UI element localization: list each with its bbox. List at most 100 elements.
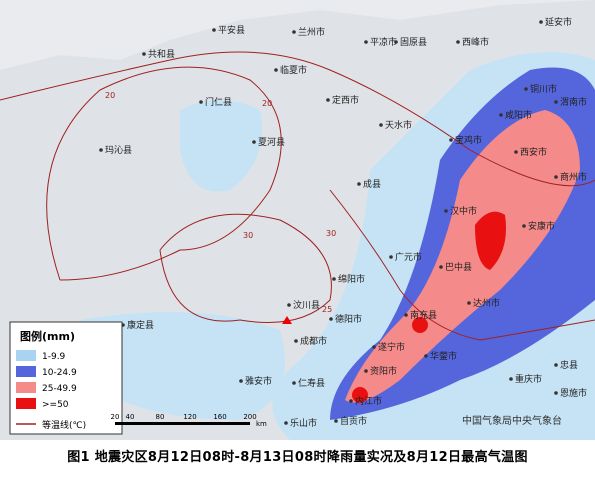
scale-tick: 160 [213, 413, 226, 421]
scale-tick: 20 [111, 413, 120, 421]
city-dot [199, 100, 203, 104]
city-label: 玛沁县 [105, 145, 132, 156]
city-label: 定西市 [332, 94, 359, 106]
city-label: 安康市 [528, 220, 555, 232]
city-dot [294, 339, 298, 343]
legend-label: 10-24.9 [42, 368, 77, 378]
scale-unit: km [256, 420, 267, 428]
city-label: 仁寿县 [298, 377, 325, 389]
city-label: 重庆市 [515, 373, 542, 385]
legend-swatch [16, 350, 36, 361]
epicenter [282, 316, 292, 324]
city-label: 遂宁市 [378, 341, 405, 353]
city-label: 夏河县 [258, 136, 285, 148]
rain-torrential [475, 211, 506, 270]
legend-label: 25-49.9 [42, 384, 77, 394]
legend-swatch [16, 398, 36, 409]
city-label: 内江市 [355, 395, 382, 407]
legend-swatch [16, 366, 36, 377]
city-label: 华蓥市 [430, 350, 457, 362]
legend-label: >=50 [42, 400, 69, 410]
city-dot [292, 381, 296, 385]
city-label: 成都市 [300, 335, 327, 347]
city-dot [524, 87, 528, 91]
city-dot [499, 113, 503, 117]
city-label: 成县 [363, 178, 381, 190]
city-label: 兰州市 [298, 26, 325, 38]
contour-label: 30 [326, 229, 336, 238]
credit: 中国气象局中央气象台 [462, 414, 562, 427]
city-label: 共和县 [148, 49, 175, 60]
rain-heavy [345, 110, 580, 403]
city-dot [424, 354, 428, 358]
city-label: 天水市 [385, 119, 412, 131]
city-label: 广元市 [395, 251, 422, 263]
city-dot [389, 255, 393, 259]
contour-label: 20 [105, 91, 115, 100]
legend-items: 1-9.9 10-24.9 25-49.9 >=50 [16, 350, 77, 410]
city-dot [554, 363, 558, 367]
city-dot [252, 140, 256, 144]
city-dot [439, 265, 443, 269]
city-dot [514, 150, 518, 154]
city-label: 延安市 [545, 16, 572, 28]
city-dot [554, 100, 558, 104]
city-dot [364, 369, 368, 373]
city-label: 咸阳市 [505, 109, 532, 121]
city-label: 西安市 [520, 146, 547, 158]
scale-tick: 40 [126, 413, 135, 421]
contour-label: 25 [322, 305, 332, 314]
city-dot [522, 224, 526, 228]
city-dot [329, 317, 333, 321]
city-dot [357, 182, 361, 186]
city-dot [292, 30, 296, 34]
rain-light [80, 312, 285, 420]
city-dot [239, 379, 243, 383]
city-label: 自贡市 [340, 415, 367, 427]
city-label: 商州市 [560, 171, 587, 183]
city-label: 恩施市 [560, 387, 587, 399]
city-dot [372, 345, 376, 349]
city-dot [326, 98, 330, 102]
city-dot [467, 301, 471, 305]
city-dot [99, 148, 103, 152]
city-label: 乐山市 [290, 417, 317, 429]
legend-label: 1-9.9 [42, 352, 66, 362]
city-dot [287, 303, 291, 307]
city-dot [349, 399, 353, 403]
contour-label: 30 [243, 231, 253, 240]
city-dot [364, 40, 368, 44]
city-label: 忠县 [560, 360, 578, 371]
city-dot [449, 138, 453, 142]
scale-tick: 120 [183, 413, 196, 421]
city-label: 汶川县 [293, 299, 320, 311]
city-label: 雅安市 [245, 375, 272, 387]
city-label: 西峰市 [462, 36, 489, 48]
rain-torrential [352, 387, 368, 403]
city-dot [554, 175, 558, 179]
city-dot [379, 123, 383, 127]
city-label: 康定县 [127, 319, 154, 331]
city-dot [394, 40, 398, 44]
city-dot [334, 419, 338, 423]
city-dot [404, 313, 408, 317]
city-label: 巴中县 [445, 261, 472, 273]
city-dot [554, 391, 558, 395]
legend-box [9, 321, 123, 435]
contour-labels: 20 20 30 30 25 [105, 91, 336, 314]
city-dot [456, 40, 460, 44]
legend-title: 图例(mm) [20, 329, 75, 343]
city-label: 固原县 [400, 37, 427, 48]
rain-light [180, 100, 262, 192]
city-label: 汉中市 [450, 205, 477, 217]
city-label: 门仁县 [205, 96, 232, 108]
city-label: 平安县 [218, 24, 245, 36]
scale-bar-line [115, 422, 250, 425]
city-dot [284, 421, 288, 425]
city-label: 渭南市 [560, 96, 587, 108]
city-dot [539, 20, 543, 24]
